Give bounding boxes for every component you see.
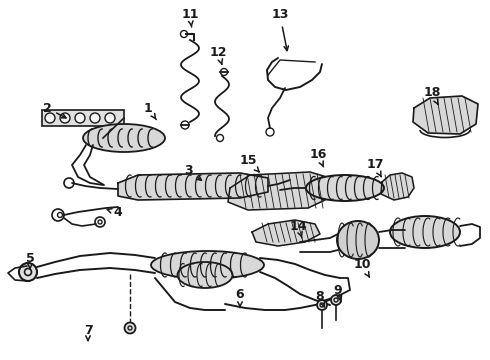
Circle shape bbox=[124, 323, 136, 333]
Text: 8: 8 bbox=[316, 291, 324, 307]
Circle shape bbox=[19, 263, 37, 281]
Text: 14: 14 bbox=[289, 220, 307, 238]
Text: 2: 2 bbox=[43, 102, 66, 118]
Ellipse shape bbox=[177, 262, 232, 288]
Ellipse shape bbox=[390, 216, 460, 248]
Circle shape bbox=[60, 113, 70, 123]
Text: 9: 9 bbox=[334, 284, 343, 302]
Text: 3: 3 bbox=[184, 163, 201, 180]
Circle shape bbox=[105, 113, 115, 123]
Polygon shape bbox=[252, 220, 320, 246]
Polygon shape bbox=[118, 173, 268, 200]
Polygon shape bbox=[413, 96, 478, 134]
Ellipse shape bbox=[337, 221, 379, 259]
Circle shape bbox=[45, 113, 55, 123]
Text: 11: 11 bbox=[181, 9, 199, 27]
Circle shape bbox=[317, 300, 327, 310]
Text: 6: 6 bbox=[236, 288, 245, 307]
Text: 13: 13 bbox=[271, 9, 289, 51]
Text: 18: 18 bbox=[423, 86, 441, 105]
Circle shape bbox=[90, 113, 100, 123]
Text: 17: 17 bbox=[366, 158, 384, 177]
Ellipse shape bbox=[151, 251, 264, 279]
Polygon shape bbox=[228, 172, 330, 210]
Bar bbox=[42, 110, 124, 126]
Ellipse shape bbox=[83, 124, 165, 152]
Ellipse shape bbox=[306, 175, 384, 201]
Text: 5: 5 bbox=[25, 252, 34, 268]
Text: 12: 12 bbox=[209, 45, 227, 64]
Text: 10: 10 bbox=[353, 258, 371, 277]
Text: 15: 15 bbox=[239, 153, 259, 172]
Text: 4: 4 bbox=[107, 207, 122, 220]
Text: 16: 16 bbox=[309, 148, 327, 167]
Circle shape bbox=[331, 295, 341, 305]
Polygon shape bbox=[381, 173, 414, 200]
Text: 1: 1 bbox=[144, 102, 156, 120]
Circle shape bbox=[75, 113, 85, 123]
Text: 7: 7 bbox=[84, 324, 93, 340]
